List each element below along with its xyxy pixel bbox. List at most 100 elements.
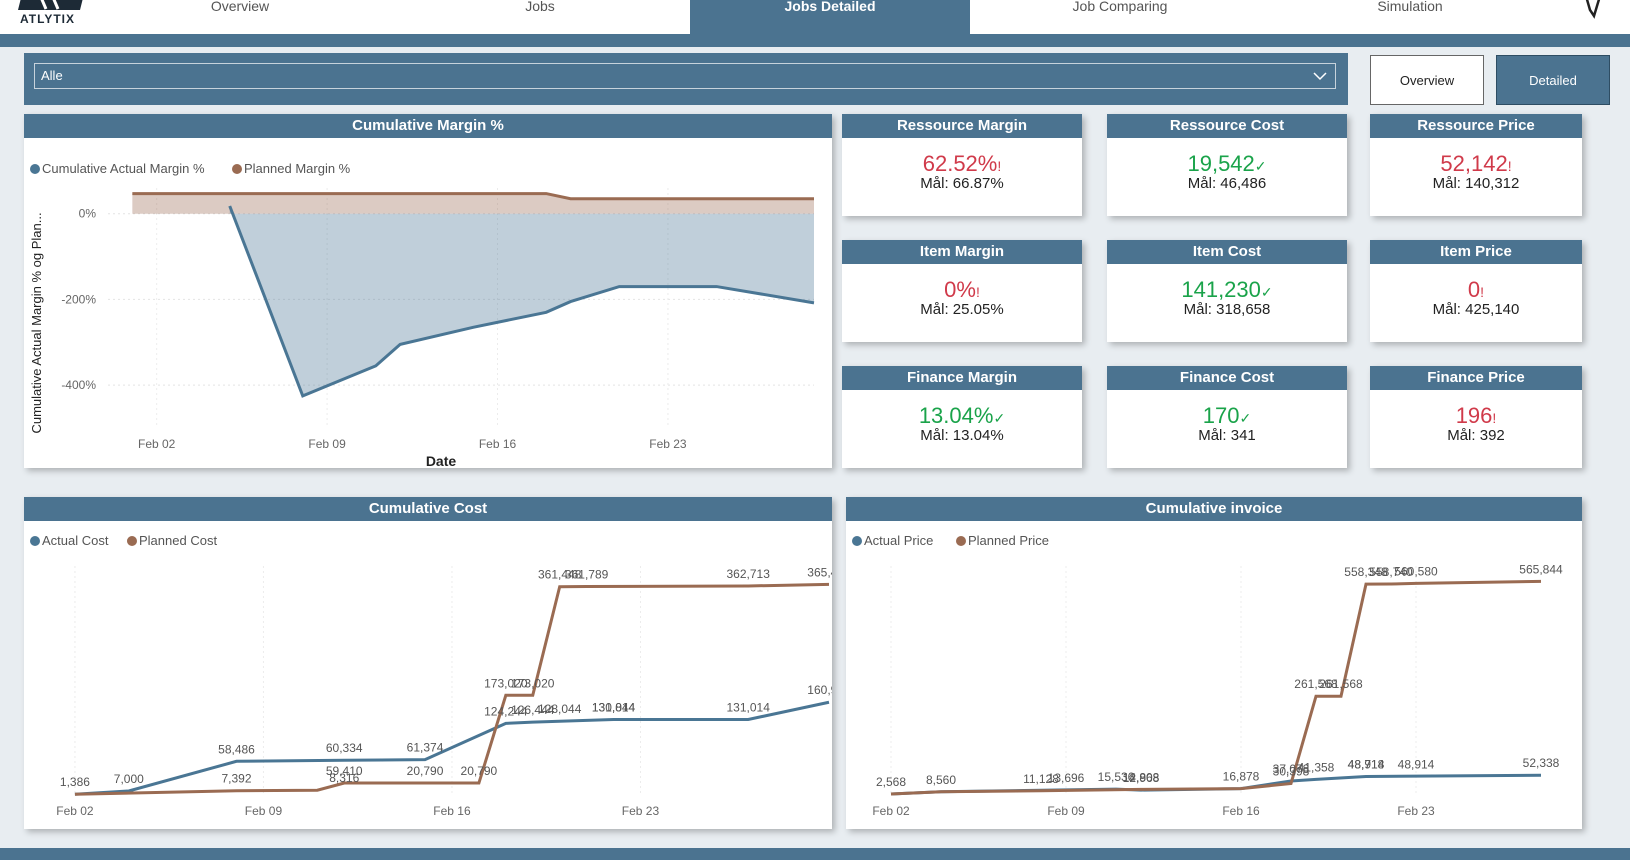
kpi-card[interactable]: Item Price 0! Mål: 425,140 [1370,240,1582,342]
margin-chart: Cumulative Actual Margin % Planned Margin… [29,161,815,468]
kpi-value-wrap: 170✓ [1107,404,1347,430]
brand-name: ATLYTIX [20,12,76,26]
tool-icon[interactable] [1580,0,1606,29]
data-label: 16,878 [1223,770,1260,784]
data-label: 15,536 [1098,770,1135,784]
kpi-card[interactable]: Finance Price 196! Mål: 392 [1370,366,1582,468]
checkmark-icon: ✓ [1239,410,1252,426]
kpi-value-wrap: 196! [1370,404,1582,430]
data-label: 124,244 [484,704,528,718]
kpi-title: Finance Margin [842,366,1082,390]
tab-simulation[interactable]: Simulation [1377,0,1443,14]
y-tick-label: -200% [61,292,96,306]
data-label: 59,410 [326,764,363,778]
series-area [229,206,815,396]
invoice-chart: Actual Price Planned Price Feb 02 Feb 09 Feb… [852,533,1563,818]
kpi-card[interactable]: Ressource Price 52,142! Mål: 140,312 [1370,114,1582,216]
data-label: 565,844 [1519,562,1563,576]
legend-label: Actual Price [864,533,933,548]
tab-job-comparing[interactable]: Job Comparing [1072,0,1168,14]
data-label: 48,914 [1398,758,1435,772]
kpi-value-wrap: 0%! [842,278,1082,304]
kpi-value-wrap: 19,542✓ [1107,152,1347,178]
x-tick-label: Feb 23 [649,437,687,451]
legend-marker [852,536,862,546]
legend-marker [956,536,966,546]
tab-jobs[interactable]: Jobs [525,0,555,14]
chart-title: Cumulative invoice [846,497,1582,521]
x-tick-label: Feb 09 [1047,804,1085,818]
series-line [132,192,814,201]
kpi-goal: Mål: 46,486 [1187,175,1267,192]
kpi-value: 62.52% [922,151,998,176]
data-label: 361,448 [538,568,582,582]
kpi-card[interactable]: Ressource Margin 62.52%! Mål: 66.87% [842,114,1082,216]
footer-band [0,848,1630,860]
exclamation-icon: ! [1480,284,1485,300]
x-tick-label: Feb 02 [56,804,94,818]
kpi-title: Finance Price [1370,366,1582,390]
kpi-value: 52,142 [1440,151,1508,176]
data-label: 11,128 [1023,772,1059,786]
exclamation-icon: ! [975,284,980,300]
kpi-title: Item Price [1370,240,1582,264]
data-label: 7,000 [114,772,144,786]
tab-overview[interactable]: Overview [210,0,270,14]
checkmark-icon: ✓ [993,410,1006,426]
data-label: 41,358 [1298,760,1335,774]
data-label: 131,014 [727,700,771,714]
chevron-down-icon [1313,64,1327,88]
series-line [74,582,830,796]
data-label: 126,444 [511,703,555,717]
x-tick-label: Feb 09 [245,804,283,818]
exclamation-icon: ! [1492,410,1497,426]
kpi-card[interactable]: Finance Cost 170✓ Mål: 341 [1107,366,1347,468]
kpi-card[interactable]: Item Margin 0%! Mål: 25.05% [842,240,1082,342]
data-label: 58,486 [218,742,255,756]
data-label: 160,942 [807,683,832,697]
kpi-value: 170 [1202,403,1240,428]
data-label: 20,790 [461,764,498,778]
data-label: 558,740 [1369,565,1413,579]
kpi-title: Ressource Price [1370,114,1582,138]
data-label: 558,348 [1344,565,1388,579]
kpi-goal: Mål: 25.05% [920,301,1004,318]
legend-marker [127,536,137,546]
kpi-value: 13.04% [918,403,994,428]
legend-label: Planned Margin % [244,161,351,176]
kpi-title: Ressource Margin [842,114,1082,138]
kpi-value-wrap: 62.52%! [842,152,1082,178]
kpi-title: Ressource Cost [1107,114,1347,138]
y-tick-label: -400% [61,378,96,392]
job-filter-select[interactable]: Alle [34,63,1336,89]
series-area [132,193,814,214]
x-tick-label: Feb 16 [433,804,471,818]
data-label: 2,568 [876,775,906,789]
kpi-value: 0% [944,277,976,302]
tab-jobs-detailed[interactable]: Jobs Detailed [690,0,970,34]
kpi-card[interactable]: Item Cost 141,230✓ Mål: 318,658 [1107,240,1347,342]
data-label: 48,718 [1348,758,1385,772]
overview-button[interactable]: Overview [1370,55,1484,105]
series-line [890,579,1542,796]
data-label: 48,914 [1348,758,1385,772]
data-label: 131,014 [592,700,636,714]
data-label: 261,568 [1294,677,1338,691]
invoice-chart-panel: Cumulative invoice Actual Price Planned P… [846,497,1582,829]
legend-label: Planned Price [968,533,1049,548]
atlytix-logo[interactable] [18,0,98,28]
exclamation-icon: ! [1507,158,1512,174]
legend-marker [30,536,40,546]
data-label: 365,485 [807,565,832,579]
detailed-button[interactable]: Detailed [1496,55,1610,105]
legend-marker [30,164,40,174]
chart-title: Cumulative Margin % [24,114,832,138]
data-label: 8,316 [329,771,359,785]
kpi-value: 141,230 [1181,277,1261,302]
kpi-card[interactable]: Ressource Cost 19,542✓ Mål: 46,486 [1107,114,1347,216]
kpi-value-wrap: 141,230✓ [1107,278,1347,304]
kpi-value-wrap: 13.04%✓ [842,404,1082,430]
data-label: 30,398 [1273,765,1310,779]
data-label: 361,789 [565,567,609,581]
kpi-card[interactable]: Finance Margin 13.04%✓ Mål: 13.04% [842,366,1082,468]
